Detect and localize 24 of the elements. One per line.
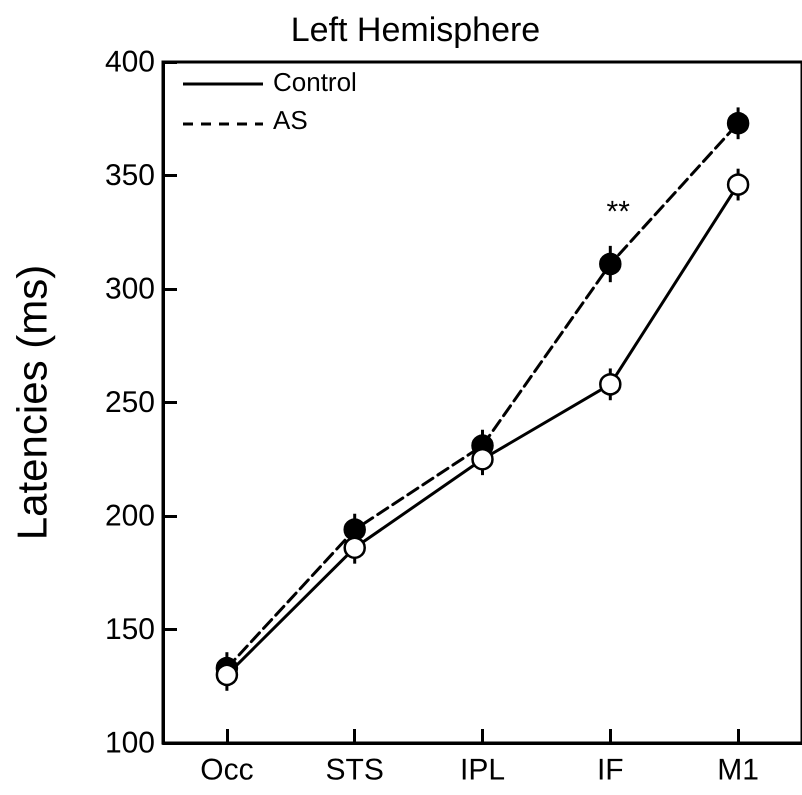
y-tick-label: 100: [104, 726, 155, 760]
legend-label: AS: [273, 105, 308, 135]
point: [343, 518, 366, 541]
x-tick-label: STS: [326, 754, 384, 786]
point: [471, 448, 494, 470]
point: [726, 173, 750, 196]
x-tick-label: IF: [596, 754, 624, 786]
point: [726, 112, 750, 135]
x-tick-label: M1: [717, 754, 759, 786]
point: [599, 252, 622, 276]
y-tick-label: 300: [104, 272, 155, 306]
point: [599, 373, 622, 396]
y-tick-label: 200: [104, 500, 155, 532]
y-tick-label: 250: [104, 386, 155, 419]
x-tick-label: Occ: [200, 754, 254, 786]
annotation: **: [606, 196, 630, 228]
chart-title: Left Hemisphere: [290, 11, 540, 49]
legend-label: Control: [273, 67, 357, 97]
point: [343, 536, 366, 560]
y-tick-label: 150: [104, 613, 155, 646]
y-axis-title: Latencies (ms): [8, 264, 56, 540]
y-tick-label: 350: [104, 159, 155, 192]
x-tick-label: IPL: [460, 754, 506, 786]
y-tick-label: 400: [104, 46, 155, 78]
